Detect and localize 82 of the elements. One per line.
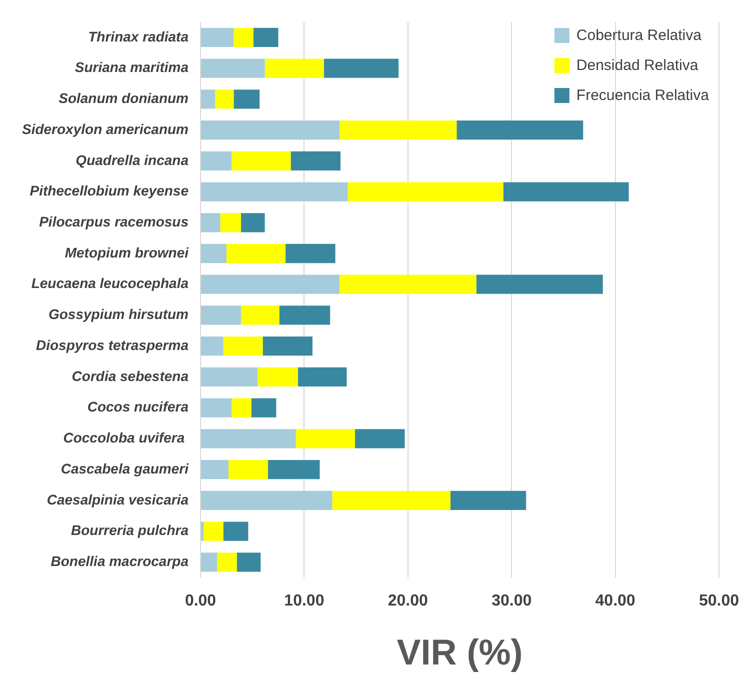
y-tick-label: Cordia sebestena — [72, 368, 189, 384]
bar — [201, 28, 234, 47]
bar — [232, 398, 252, 418]
bar — [228, 460, 268, 480]
bar — [503, 182, 629, 202]
y-tick-label: Thrinax radiata — [88, 28, 189, 44]
bar — [232, 151, 291, 170]
y-tick-label: Diospyros tetrasperma — [36, 336, 189, 353]
y-tick-label: Sideroxylon americanum — [22, 120, 189, 137]
bar — [234, 90, 260, 109]
y-tick-label: Gossypium hirsutum — [48, 306, 189, 322]
bar — [355, 429, 405, 448]
bar — [456, 120, 584, 140]
bar — [201, 522, 204, 541]
bar — [324, 58, 399, 78]
bar — [201, 336, 224, 356]
bar — [201, 306, 241, 325]
y-tick-label: Solanum donianum — [58, 90, 189, 106]
bar — [201, 90, 216, 109]
y-tick-label: Bonellia macrocarpa — [50, 553, 189, 570]
bar — [223, 336, 263, 356]
bar — [298, 367, 347, 387]
bar — [262, 336, 312, 356]
y-tick-label: Pilocarpus racemosus — [39, 213, 189, 230]
y-tick-label: Caesalpinia vesicaria — [46, 491, 189, 508]
y-tick-label: Cocos nucifera — [87, 398, 189, 415]
bar — [264, 58, 324, 78]
bar — [476, 274, 603, 294]
y-tick-label: Suriana maritima — [74, 59, 189, 76]
bar — [339, 274, 476, 294]
legend-label: Densidad Relativa — [576, 57, 699, 74]
y-tick-label: Leucaena leucocephala — [31, 275, 189, 292]
bar — [240, 306, 280, 325]
bar — [253, 28, 278, 47]
bar — [251, 398, 276, 418]
y-tick-label: Pithecellobium keyense — [30, 182, 189, 199]
bar — [286, 244, 336, 264]
x-tick-label: 20.00 — [388, 592, 428, 610]
bar — [201, 274, 340, 294]
bar — [215, 90, 234, 109]
x-tick-label: 10.00 — [284, 592, 324, 610]
bar — [450, 490, 526, 510]
bar — [201, 58, 265, 78]
bar — [204, 522, 224, 541]
bar — [296, 429, 356, 448]
bar — [201, 213, 220, 232]
bar — [234, 28, 254, 47]
bar — [201, 367, 258, 387]
bar — [217, 552, 237, 572]
x-tick-label: 30.00 — [492, 592, 532, 610]
bar — [201, 552, 218, 572]
bar — [332, 490, 450, 510]
bar — [201, 151, 232, 170]
bar — [201, 244, 226, 264]
bar — [268, 460, 320, 480]
y-tick-label: Coccoloba uvifera — [63, 430, 189, 446]
bar — [240, 213, 265, 232]
bar — [220, 213, 241, 232]
bar — [226, 244, 286, 264]
y-tick-label: Metopium brownei — [64, 244, 190, 260]
bar — [348, 182, 504, 202]
x-tick-label: 0.00 — [184, 592, 216, 610]
bar — [223, 522, 248, 541]
y-tick-label: Bourreria pulchra — [71, 522, 189, 538]
bar — [201, 460, 228, 480]
bar — [201, 398, 232, 418]
bar — [236, 552, 261, 572]
bar — [201, 120, 340, 140]
bar — [201, 429, 296, 448]
bar — [201, 182, 348, 202]
bar — [339, 120, 457, 140]
bar — [201, 490, 332, 510]
bar — [258, 367, 298, 387]
bar — [279, 306, 330, 325]
legend-label: Frecuencia Relativa — [576, 87, 710, 104]
x-tick-label: 50.00 — [698, 592, 740, 610]
x-tick-label: 40.00 — [595, 592, 636, 610]
legend-label: Cobertura Relativa — [576, 27, 702, 44]
y-tick-label: Cascabela gaumeri — [60, 460, 190, 476]
bar — [290, 151, 340, 170]
y-tick-label: Quadrella incana — [76, 152, 189, 168]
x-axis-title: VIR (%) — [396, 631, 523, 672]
